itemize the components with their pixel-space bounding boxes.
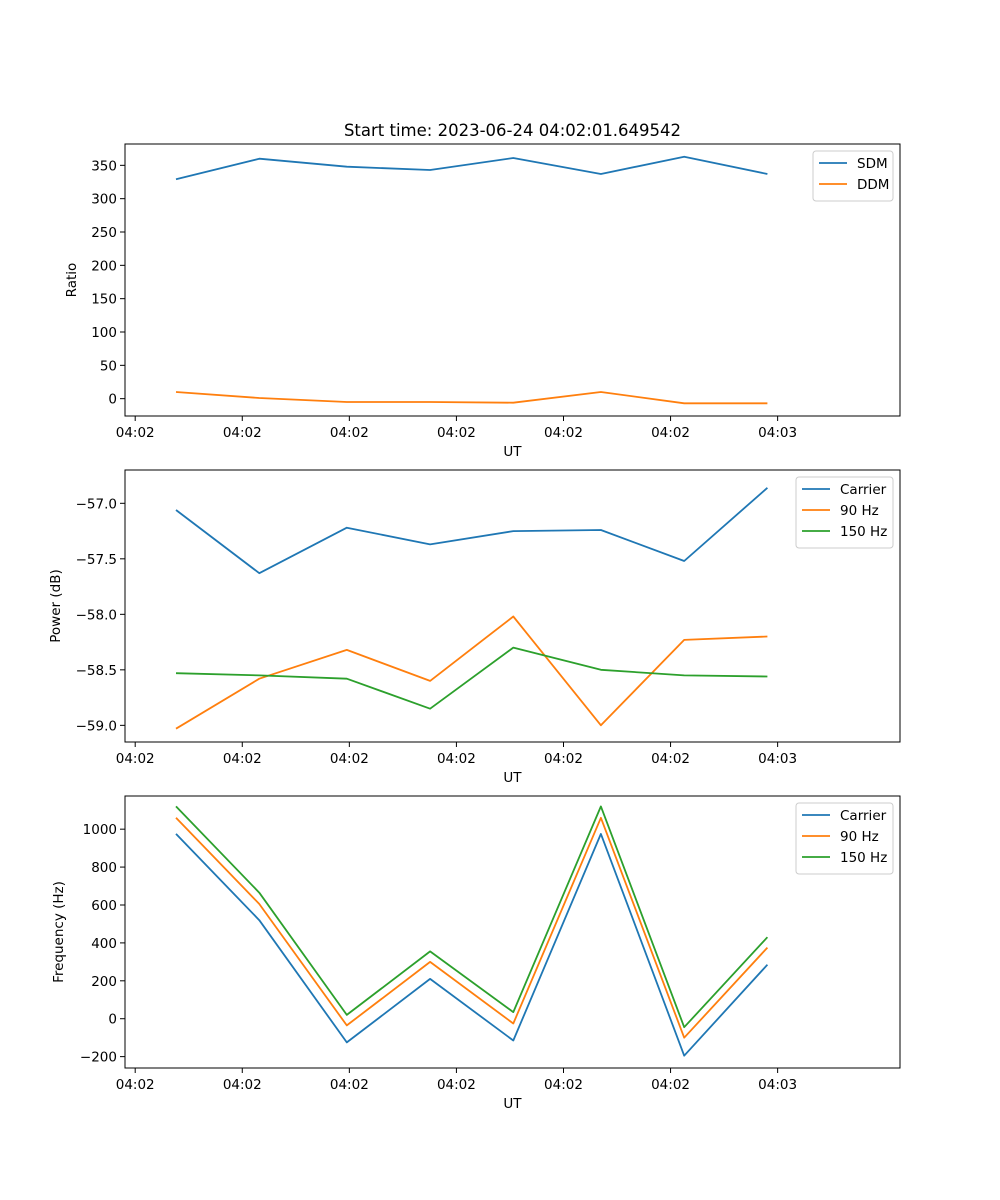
y-tick-label: −200	[80, 1050, 117, 1066]
y-tick-label: 400	[91, 936, 117, 952]
x-tick-label: 04:02	[116, 1077, 155, 1093]
series-line-ddm	[175, 391, 768, 405]
legend-label: Carrier	[840, 808, 887, 824]
plot-frame	[124, 469, 901, 743]
figure-title: Start time: 2023-06-24 04:02:01.649542	[344, 121, 681, 140]
x-axis-label: UT	[503, 444, 522, 460]
legend-label: SDM	[857, 156, 888, 172]
y-tick-label: 200	[91, 258, 117, 274]
y-tick-label: 250	[91, 225, 117, 241]
y-tick-label: 350	[91, 158, 117, 174]
series-line-90-hz	[175, 816, 769, 1039]
legend-label: 150 Hz	[840, 524, 887, 540]
series-line-150-hz	[175, 805, 769, 1029]
x-tick-label: 04:02	[330, 1077, 369, 1093]
y-tick-label: 300	[91, 192, 117, 208]
x-tick-label: 04:02	[330, 425, 369, 441]
x-tick-label: 04:03	[758, 751, 797, 767]
x-axis-label: UT	[503, 770, 522, 786]
y-tick-label: −59.0	[76, 718, 117, 734]
legend-label: 90 Hz	[840, 829, 879, 845]
chart-panel-1: 04:02 04:02 04:02 04:02 04:02 04:02 04:03 0 50 10…	[64, 143, 901, 460]
y-tick-label: 200	[91, 974, 117, 990]
y-tick-label: 150	[91, 292, 117, 308]
series-line-90-hz	[175, 615, 768, 730]
x-tick-label: 04:03	[758, 425, 797, 441]
x-tick-label: 04:02	[544, 1077, 583, 1093]
y-tick-label: 0	[108, 392, 117, 408]
x-tick-label: 04:02	[223, 1077, 262, 1093]
y-tick-label: 1000	[83, 822, 117, 838]
y-tick-label: 50	[100, 358, 117, 374]
chart-panel-3: 04:02 04:02 04:02 04:02 04:02 04:02 04:03 −200 0…	[51, 795, 901, 1112]
y-tick-label: −58.0	[76, 607, 117, 623]
x-tick-label: 04:02	[651, 425, 690, 441]
legend-label: 90 Hz	[840, 503, 879, 519]
legend-label: 150 Hz	[840, 850, 887, 866]
x-tick-label: 04:02	[651, 751, 690, 767]
x-tick-label: 04:02	[223, 425, 262, 441]
x-tick-label: 04:02	[437, 1077, 476, 1093]
legend-label: DDM	[857, 177, 889, 193]
x-axis-label: UT	[503, 1096, 522, 1112]
series-line-sdm	[175, 155, 768, 181]
y-axis-label: Ratio	[64, 263, 80, 298]
x-tick-label: 04:02	[544, 425, 583, 441]
y-tick-label: −57.5	[76, 552, 117, 568]
x-tick-label: 04:02	[651, 1077, 690, 1093]
y-tick-label: 100	[91, 325, 117, 341]
y-axis-label: Frequency (Hz)	[51, 881, 67, 983]
x-tick-label: 04:02	[116, 425, 155, 441]
y-tick-label: −58.5	[76, 663, 117, 679]
y-tick-label: 800	[91, 860, 117, 876]
x-tick-label: 04:02	[437, 751, 476, 767]
chart-panel-2: 04:02 04:02 04:02 04:02 04:02 04:02 04:03 −57.0…	[48, 469, 901, 786]
x-tick-label: 04:02	[544, 751, 583, 767]
x-tick-label: 04:02	[223, 751, 262, 767]
y-axis-label: Power (dB)	[48, 569, 64, 642]
series-line-150-hz	[175, 646, 768, 710]
legend-label: Carrier	[840, 482, 887, 498]
x-tick-label: 04:03	[758, 1077, 797, 1093]
y-tick-label: −57.0	[76, 496, 117, 512]
x-tick-label: 04:02	[437, 425, 476, 441]
series-line-carrier	[175, 487, 768, 575]
series-line-carrier	[175, 833, 769, 1057]
y-tick-label: 0	[108, 1012, 117, 1028]
plot-frame	[124, 795, 901, 1069]
x-tick-label: 04:02	[330, 751, 369, 767]
x-tick-label: 04:02	[116, 751, 155, 767]
y-tick-label: 600	[91, 898, 117, 914]
plot-frame	[124, 143, 901, 417]
